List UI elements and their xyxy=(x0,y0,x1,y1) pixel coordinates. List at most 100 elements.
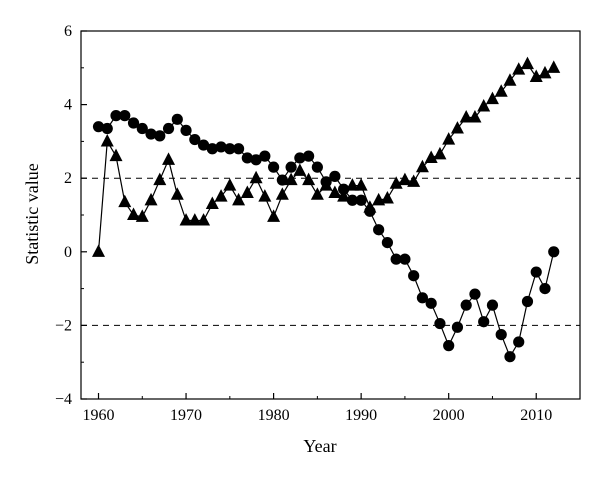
data-point-circle xyxy=(250,154,262,166)
data-point-circle xyxy=(408,270,420,282)
data-point-triangle xyxy=(459,110,473,123)
data-point-triangle xyxy=(547,60,561,73)
data-point-triangle xyxy=(293,163,307,176)
data-point-circle xyxy=(478,316,490,328)
data-point-triangle xyxy=(512,62,526,75)
series-circle xyxy=(92,110,560,363)
data-point-circle xyxy=(399,253,411,265)
data-point-circle xyxy=(539,283,551,295)
data-point-circle xyxy=(127,117,140,129)
data-point-triangle xyxy=(328,185,342,198)
data-point-circle xyxy=(276,174,288,186)
data-point-circle xyxy=(460,299,472,311)
data-point-triangle xyxy=(337,189,351,202)
data-point-triangle xyxy=(529,69,543,83)
data-point-circle xyxy=(259,150,271,162)
reference-lines xyxy=(81,177,580,326)
data-point-circle xyxy=(101,122,113,135)
data-point-circle xyxy=(294,152,306,164)
data-point-circle xyxy=(162,122,175,135)
data-point-triangle xyxy=(205,196,219,209)
data-point-circle xyxy=(197,139,210,151)
series-group xyxy=(92,56,561,363)
data-point-circle xyxy=(285,161,297,173)
data-point-triangle xyxy=(232,192,246,206)
series-triangle xyxy=(92,56,561,257)
data-point-circle xyxy=(145,128,157,140)
data-point-triangle xyxy=(345,178,359,191)
data-point-circle xyxy=(180,124,192,136)
y-tick-label: 0 xyxy=(64,244,72,261)
data-point-triangle xyxy=(538,65,552,79)
data-point-triangle xyxy=(319,178,333,191)
x-tick-label: 2010 xyxy=(520,407,552,424)
y-axis-title: Statistic value xyxy=(22,163,42,264)
y-tick-label: −2 xyxy=(55,317,72,334)
data-point-circle xyxy=(390,253,402,265)
data-point-circle xyxy=(119,110,131,122)
data-point-triangle xyxy=(214,189,228,202)
data-point-circle xyxy=(171,113,183,125)
data-point-triangle xyxy=(485,91,499,105)
data-point-circle xyxy=(346,194,358,206)
data-point-triangle xyxy=(153,172,167,186)
data-point-triangle xyxy=(197,213,211,226)
data-point-triangle xyxy=(450,121,464,134)
data-point-triangle xyxy=(354,178,368,191)
data-point-triangle xyxy=(170,187,184,200)
data-point-triangle xyxy=(118,194,132,208)
data-point-triangle xyxy=(284,172,298,186)
data-point-circle xyxy=(548,246,560,258)
data-point-triangle xyxy=(363,200,377,213)
y-axis-ticks: −4 −2 0 2 4 6 xyxy=(55,23,87,408)
data-point-triangle xyxy=(503,73,517,86)
data-point-circle xyxy=(513,336,525,348)
data-point-triangle xyxy=(275,187,289,200)
data-point-triangle xyxy=(188,213,202,226)
data-point-circle xyxy=(136,122,148,135)
data-point-triangle xyxy=(267,209,281,222)
data-point-triangle xyxy=(477,99,491,112)
data-point-triangle xyxy=(258,189,272,202)
data-point-triangle xyxy=(415,159,429,173)
data-point-triangle xyxy=(398,172,412,186)
data-point-circle xyxy=(154,130,166,142)
x-tick-label: 2000 xyxy=(433,407,465,424)
y-tick-label: −4 xyxy=(55,391,72,408)
data-point-circle xyxy=(232,143,245,155)
x-axis-title: Year xyxy=(303,436,336,456)
data-point-triangle xyxy=(240,185,254,198)
x-tick-label: 1970 xyxy=(170,407,202,424)
data-point-circle xyxy=(303,150,315,162)
data-point-circle xyxy=(451,321,464,333)
data-point-triangle xyxy=(179,213,193,226)
data-point-circle xyxy=(189,133,201,146)
data-point-triangle xyxy=(424,150,438,163)
data-point-triangle xyxy=(100,133,114,147)
data-point-triangle xyxy=(468,110,482,123)
data-point-triangle xyxy=(109,148,123,162)
data-point-triangle xyxy=(135,209,149,222)
data-point-triangle xyxy=(389,176,403,189)
x-tick-label: 1960 xyxy=(83,407,115,424)
data-point-triangle xyxy=(494,84,508,97)
data-point-circle xyxy=(443,340,455,352)
data-point-triangle xyxy=(92,244,106,257)
data-point-circle xyxy=(495,329,507,341)
data-point-circle xyxy=(224,143,236,155)
x-tick-label: 1980 xyxy=(258,407,290,424)
data-point-triangle xyxy=(302,172,316,186)
data-point-circle xyxy=(486,299,499,311)
x-tick-label: 1990 xyxy=(345,407,377,424)
data-point-triangle xyxy=(249,170,263,184)
data-point-circle xyxy=(521,295,534,308)
data-point-triangle xyxy=(433,146,447,160)
data-point-triangle xyxy=(162,152,176,165)
data-point-circle xyxy=(206,143,218,155)
data-point-triangle xyxy=(407,174,421,187)
data-point-circle xyxy=(311,161,323,173)
data-point-triangle xyxy=(127,207,141,221)
data-point-circle xyxy=(469,288,481,300)
y-tick-label: 6 xyxy=(64,23,72,40)
